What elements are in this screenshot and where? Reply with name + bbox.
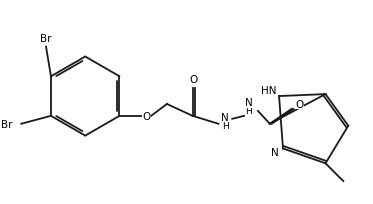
- Text: O: O: [295, 100, 304, 109]
- Text: O: O: [142, 111, 150, 121]
- Text: O: O: [189, 75, 198, 85]
- Text: N: N: [222, 112, 229, 122]
- Text: H: H: [222, 122, 229, 131]
- Text: Br: Br: [40, 33, 52, 43]
- Text: N: N: [271, 148, 279, 158]
- Text: H: H: [245, 107, 253, 116]
- Text: N: N: [245, 98, 253, 108]
- Text: HN: HN: [261, 86, 277, 96]
- Text: Br: Br: [1, 119, 12, 129]
